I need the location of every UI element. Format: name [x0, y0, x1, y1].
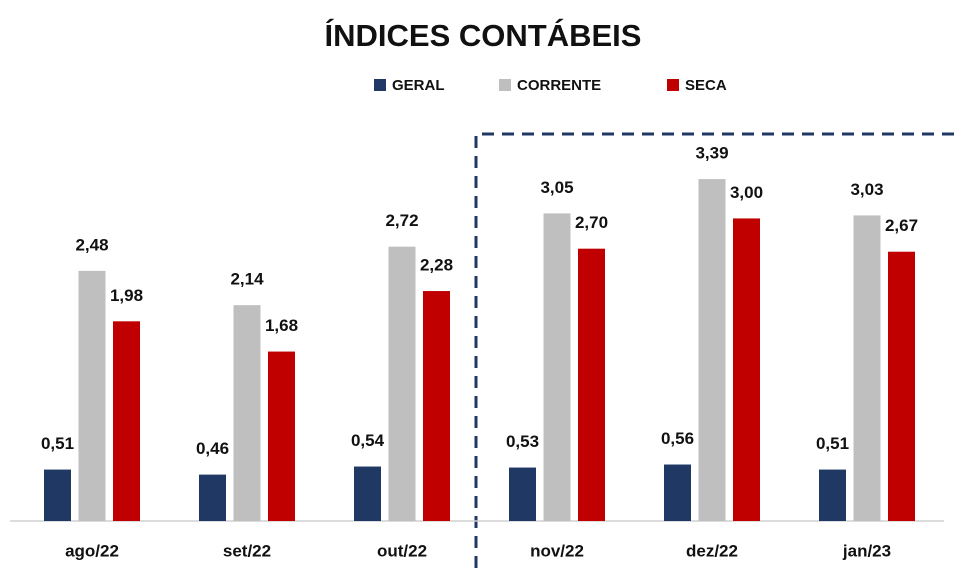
value-label: 2,28	[420, 256, 453, 275]
value-label: 2,67	[885, 216, 918, 235]
value-label: 1,98	[110, 286, 143, 305]
bar	[543, 213, 571, 521]
value-label: 0,53	[506, 432, 539, 451]
bar	[233, 305, 261, 521]
x-tick-label: out/22	[377, 541, 427, 560]
value-label: 1,68	[265, 316, 298, 335]
bar	[733, 218, 760, 521]
x-tick-label: jan/23	[842, 541, 891, 560]
bar	[268, 351, 295, 521]
bar	[509, 467, 536, 521]
value-label: 0,51	[41, 434, 74, 453]
bar	[888, 251, 915, 521]
value-label: 0,51	[816, 434, 849, 453]
x-tick-label: ago/22	[65, 541, 119, 560]
bar	[44, 469, 71, 521]
bar	[199, 474, 226, 521]
legend-swatch	[667, 79, 679, 91]
value-label: 2,14	[230, 270, 264, 289]
x-tick-label: set/22	[223, 541, 271, 560]
value-label: 2,70	[575, 213, 608, 232]
legend-swatch	[374, 79, 386, 91]
legend-label: GERAL	[392, 77, 445, 94]
legend-label: SECA	[685, 77, 727, 94]
bar	[853, 215, 881, 521]
bar	[698, 179, 726, 521]
value-label: 0,54	[351, 431, 385, 450]
legend-label: CORRENTE	[517, 77, 601, 94]
bar	[113, 321, 140, 521]
x-tick-label: dez/22	[686, 541, 738, 560]
x-tick-label: nov/22	[530, 541, 584, 560]
legend-swatch	[499, 79, 511, 91]
bar	[578, 248, 605, 521]
bar	[819, 469, 846, 521]
value-label: 0,56	[661, 429, 694, 448]
value-label: 3,03	[850, 180, 883, 199]
value-label: 3,39	[695, 144, 728, 163]
bar	[78, 270, 106, 521]
bar	[354, 466, 381, 521]
value-label: 3,00	[730, 183, 763, 202]
value-label: 2,48	[75, 235, 108, 254]
value-label: 3,05	[540, 178, 573, 197]
bar	[423, 291, 450, 521]
bar	[388, 246, 416, 521]
chart-title: ÍNDICES CONTÁBEIS	[325, 18, 642, 53]
value-label: 0,46	[196, 439, 229, 458]
bar	[664, 464, 691, 521]
highlight-frame	[474, 132, 954, 568]
value-label: 2,72	[385, 211, 418, 230]
